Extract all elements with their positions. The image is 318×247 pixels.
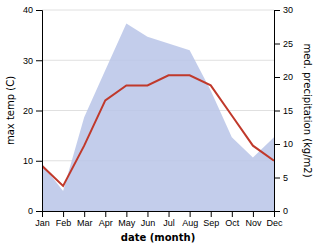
tick: 0	[274, 206, 288, 216]
tick-label: 15	[283, 106, 293, 116]
tick-label: Oct	[225, 218, 240, 228]
x-axis: Jan Feb Mar Apr May Jun Jul Aug Sep Oct Nov Dec	[35, 211, 283, 228]
plot-area: JanFebMarAprMayJunJulAugSepOctNovDec0102…	[5, 5, 313, 243]
tick-mark	[36, 10, 42, 11]
tick: Feb	[56, 211, 72, 228]
tick-label: 5	[283, 173, 288, 183]
tick-mark	[147, 211, 148, 217]
tick-label: 10	[283, 139, 293, 149]
tick: 20	[274, 72, 293, 82]
tick-label: 40	[23, 5, 33, 15]
tick: Nov	[245, 211, 262, 228]
tick: Oct	[225, 211, 240, 228]
tick-mark	[63, 211, 64, 217]
x-axis-title: date (month)	[121, 232, 195, 243]
tick-label: Nov	[245, 218, 262, 228]
tick-mark	[274, 144, 280, 145]
line	[42, 75, 274, 186]
axis-line	[36, 11, 43, 212]
tick-mark	[36, 60, 42, 61]
tick: 20	[23, 106, 42, 116]
axis-line	[275, 11, 281, 212]
tick: 10	[23, 156, 42, 166]
tick: Apr	[99, 211, 113, 228]
tick-label: 30	[283, 5, 293, 15]
tick-label: Aug	[182, 218, 198, 228]
area	[42, 23, 274, 211]
tick-mark	[36, 111, 42, 112]
tick-label: Dec	[266, 218, 283, 228]
y-axis: 0 10 20 30 40	[23, 5, 43, 216]
tick-mark	[274, 178, 280, 179]
tick: Aug	[182, 211, 198, 228]
tick: Sep	[203, 211, 219, 228]
y2-axis-title: med. precipitation (kg/m2)	[302, 43, 313, 177]
tick-label: Jul	[163, 218, 175, 228]
tick: Dec	[266, 211, 283, 228]
tick: 5	[274, 173, 288, 183]
tick-mark	[84, 211, 85, 217]
tick-label: Jan	[35, 218, 50, 228]
tick-mark	[274, 211, 280, 212]
tick-mark	[232, 211, 233, 217]
tick-label: 0	[283, 206, 288, 216]
tick-label: Apr	[99, 218, 113, 228]
tick: 30	[23, 56, 42, 66]
tick-label: 25	[283, 39, 293, 49]
tick-label: Sep	[203, 218, 219, 228]
tick-label: 10	[23, 156, 33, 166]
tick-mark	[36, 211, 42, 212]
y-axis-title: max temp (C)	[5, 76, 16, 145]
tick-mark	[105, 211, 106, 217]
grid-line	[42, 10, 274, 11]
tick-mark	[126, 211, 127, 217]
tick: 40	[23, 5, 42, 15]
tick-mark	[274, 77, 280, 78]
y2-axis: 0 5 10 15 20 25 30	[274, 5, 293, 216]
tick: 30	[274, 5, 293, 15]
tick: May	[118, 211, 136, 228]
tick-mark	[274, 111, 280, 112]
tick: 15	[274, 106, 293, 116]
tick-label: Jun	[141, 218, 156, 228]
marks	[42, 23, 274, 211]
tick-mark	[190, 211, 191, 217]
axis-line	[43, 212, 275, 218]
tick: 10	[274, 139, 293, 149]
tick-label: Feb	[56, 218, 72, 228]
tick-label: May	[118, 218, 136, 228]
tick: Mar	[77, 211, 93, 228]
tick-mark	[169, 211, 170, 217]
tick-label: 30	[23, 56, 33, 66]
tick: Jun	[141, 211, 156, 228]
chart: JanFebMarAprMayJunJulAugSepOctNovDec0102…	[0, 0, 318, 247]
tick-label: 20	[283, 72, 293, 82]
tick-mark	[253, 211, 254, 217]
tick-mark	[211, 211, 212, 217]
tick-label: 0	[28, 206, 33, 216]
tick: Jul	[163, 211, 175, 228]
tick: 25	[274, 39, 293, 49]
tick-mark	[274, 10, 280, 11]
tick-label: 20	[23, 106, 33, 116]
tick: Jan	[35, 211, 50, 228]
tick-label: Mar	[77, 218, 93, 228]
tick-mark	[274, 44, 280, 45]
tick: 0	[28, 206, 42, 216]
tick-mark	[36, 161, 42, 162]
grid	[42, 10, 274, 211]
